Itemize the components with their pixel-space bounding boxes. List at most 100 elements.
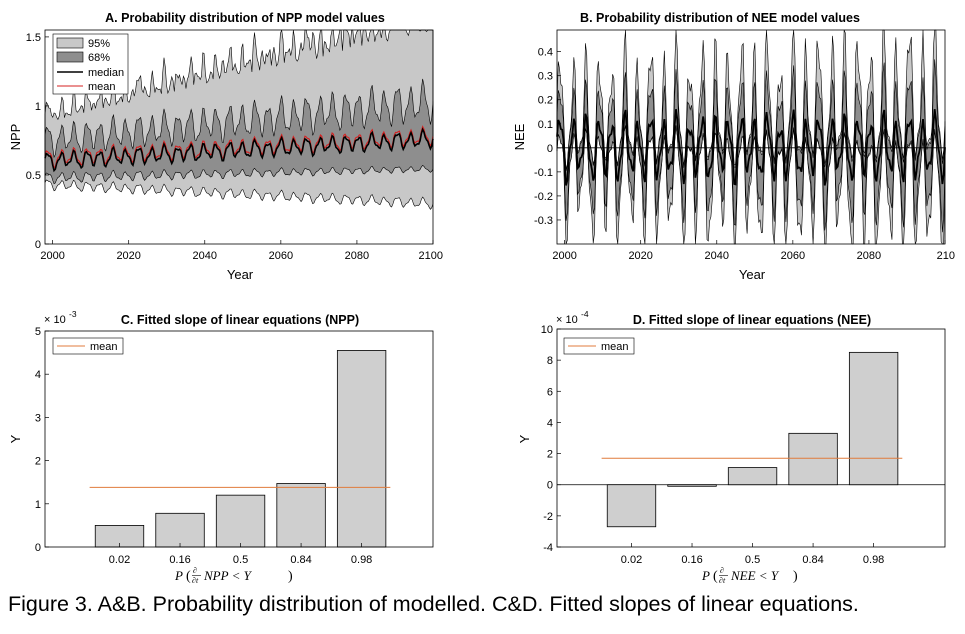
panel-d-ylabel: Y <box>517 434 532 443</box>
panel-b-xtick-label: 2060 <box>781 250 805 262</box>
panel-d-xlabel-p: P <box>701 568 710 583</box>
panel-b-ytick-label: -0.1 <box>534 167 553 179</box>
panel-c-xlabel-open-paren: ( <box>186 569 191 584</box>
panel-d-x-ticks: 0.02 0.16 0.5 0.84 0.98 <box>621 543 884 566</box>
bar-0.98 <box>848 351 899 486</box>
panel-d-xlabel: P ( ∂ ∂t NEE < Y ) <box>701 566 798 585</box>
panel-d-exponent: × 10 -4 <box>556 309 589 326</box>
panel-b-xtick-label: 2080 <box>857 250 881 262</box>
mean-line <box>44 125 434 170</box>
bar-0.5 <box>215 494 266 548</box>
panel-c-xlabel-partial-den: ∂t <box>192 576 199 585</box>
panel-b-ytick-label: 0.3 <box>538 71 553 83</box>
legend-68-label: 68% <box>88 52 110 64</box>
panel-a-ytick-label: 1.5 <box>26 32 41 44</box>
panel-d-legend-box <box>563 337 635 355</box>
panel-d-frame <box>556 328 946 548</box>
panel-a-xtick-label: 2080 <box>345 250 369 262</box>
panel-b-ylabel: NEE <box>512 123 527 150</box>
panel-a-xtick-label: 2020 <box>116 250 140 262</box>
panel-d-exponent-power: -4 <box>581 309 589 319</box>
panel-c-title: C. Fitted slope of linear equations (NPP… <box>121 313 359 327</box>
panel-a-xtick-label: 2060 <box>269 250 293 262</box>
panel-c-plot-area <box>89 350 391 548</box>
panel-b-xtick-label: 2040 <box>705 250 729 262</box>
bar-0.16 <box>155 512 205 548</box>
panel-c-xtick-label: 0.02 <box>109 554 130 566</box>
panel-a: A. Probability distribution of NPP model… <box>8 11 443 282</box>
panel-c-exponent-power: -3 <box>69 309 77 319</box>
panel-c-legend-mean-label: mean <box>90 341 118 353</box>
bar-0.02 <box>606 484 657 528</box>
panel-c-xlabel-close-paren: ) <box>288 569 293 584</box>
panel-a-x-ticks: 2000 2020 2040 2060 2080 2100 <box>40 240 443 262</box>
panel-b-xlabel: Year <box>739 267 766 282</box>
panel-d-ytick-label: 0 <box>547 480 553 492</box>
panel-c-xtick-label: 0.16 <box>169 554 190 566</box>
legend-median-label: median <box>88 67 124 79</box>
legend-95-label: 95% <box>88 38 110 50</box>
panel-d-xlabel-expr: NEE < Y <box>730 568 780 583</box>
figure-caption: Figure 3. A&B. Probability distribution … <box>8 592 859 616</box>
panel-c-exponent: × 10 -3 <box>44 309 77 326</box>
legend-68-swatch <box>56 51 84 63</box>
panel-a-xtick-label: 2040 <box>193 250 217 262</box>
panel-d-legend: mean <box>563 337 635 355</box>
panel-c-xlabel-expr: NPP < Y <box>203 568 253 583</box>
panel-a-xtick-label: 2000 <box>40 250 64 262</box>
panel-b-ytick-label: -0.3 <box>534 215 553 227</box>
panel-c-ytick-label: 1 <box>35 499 41 511</box>
panel-d-y-ticks: -4 -2 0 2 4 6 8 10 <box>541 324 561 554</box>
panel-b-ytick-label: 0.1 <box>538 119 553 131</box>
panel-d-plot-area <box>557 351 945 528</box>
panel-c-frame <box>44 330 434 548</box>
bar-0.98 <box>336 350 387 548</box>
bar-0.5 <box>727 467 778 486</box>
panel-d-exponent-base: × 10 <box>556 314 578 326</box>
panel-d-xlabel-close-paren: ) <box>793 569 798 584</box>
panel-b-ytick-label: 0.2 <box>538 95 553 107</box>
panel-b-ytick-label: 0 <box>547 143 553 155</box>
panel-b-ytick-label: 0.4 <box>538 47 553 59</box>
panel-d-ytick-label: -4 <box>543 542 553 554</box>
panel-c-legend-box <box>52 337 124 355</box>
panel-c-legend: mean <box>52 337 124 355</box>
panel-b-xtick-label: 2020 <box>628 250 652 262</box>
panel-a-xlabel: Year <box>227 267 254 282</box>
bar-0.16 <box>667 484 717 487</box>
panel-a-ytick-label: 0 <box>35 239 41 251</box>
panel-b-y-ticks: -0.3 -0.2 -0.1 0 0.1 0.2 0.3 0.4 <box>534 47 561 227</box>
panel-d-ytick-label: 6 <box>547 386 553 398</box>
panel-d: D. Fitted slope of linear equations (NEE… <box>517 309 946 585</box>
panel-c-xtick-label: 0.84 <box>290 554 311 566</box>
panel-a-frame <box>44 29 434 245</box>
panel-c-ytick-label: 5 <box>35 326 41 338</box>
panel-d-xtick-label: 0.02 <box>621 554 642 566</box>
panel-c-xlabel-p: P <box>174 568 183 583</box>
panel-d-xlabel-partial-den: ∂t <box>719 576 726 585</box>
panel-d-ytick-label: 8 <box>547 355 553 367</box>
median-line <box>44 127 434 173</box>
panel-b-xtick-label: 2000 <box>552 250 576 262</box>
panel-c-exponent-base: × 10 <box>44 314 66 326</box>
panel-c-xtick-label: 0.98 <box>351 554 372 566</box>
legend-95-swatch <box>56 37 84 49</box>
panel-a-ytick-label: 0.5 <box>26 170 41 182</box>
bar-0.84 <box>788 432 838 486</box>
panel-d-xlabel-open-paren: ( <box>713 569 718 584</box>
panel-d-ytick-label: 4 <box>547 417 553 429</box>
panel-c-ytick-label: 0 <box>35 542 41 554</box>
panel-c-xlabel-partial-num: ∂ <box>193 566 197 575</box>
panel-d-xtick-label: 0.5 <box>745 554 760 566</box>
panel-a-legend: 95% 68% median mean <box>52 33 129 95</box>
panel-c-ytick-label: 2 <box>35 456 41 468</box>
panel-c-ylabel: Y <box>8 434 23 443</box>
legend-mean-label: mean <box>88 81 116 93</box>
panel-d-xlabel-partial-num: ∂ <box>720 566 724 575</box>
panel-c-x-ticks: 0.02 0.16 0.5 0.84 0.98 <box>109 543 372 566</box>
panel-a-ylabel: NPP <box>8 124 23 151</box>
panel-d-legend-mean-label: mean <box>601 341 629 353</box>
panel-a-title: A. Probability distribution of NPP model… <box>105 11 385 25</box>
panel-d-title: D. Fitted slope of linear equations (NEE… <box>633 313 871 327</box>
